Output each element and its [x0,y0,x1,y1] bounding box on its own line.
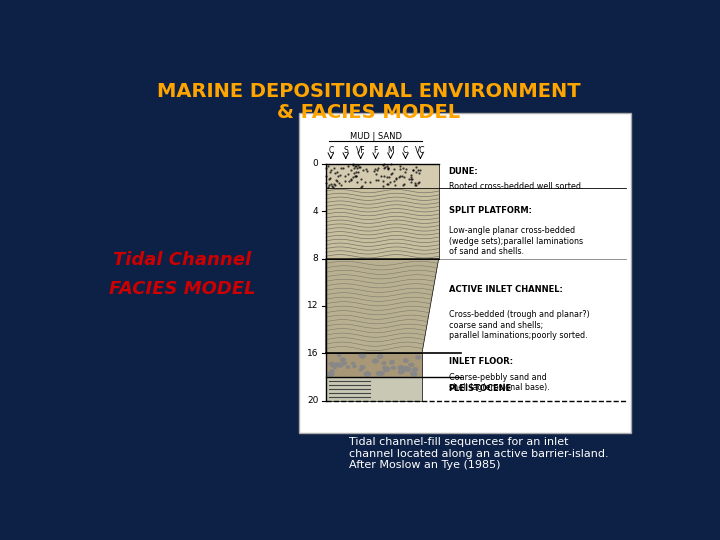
Text: C: C [403,146,408,155]
Circle shape [403,367,409,371]
Text: 4: 4 [313,207,318,215]
Text: 20: 20 [307,396,318,405]
Circle shape [334,362,341,367]
Text: MARINE DEPOSITIONAL ENVIRONMENT: MARINE DEPOSITIONAL ENVIRONMENT [157,82,581,102]
Text: DUNE:: DUNE: [449,167,478,176]
Circle shape [382,366,390,372]
Circle shape [341,361,347,366]
Text: VC: VC [415,146,426,155]
Circle shape [403,359,409,363]
Circle shape [377,354,384,359]
Text: Tidal Channel: Tidal Channel [113,251,251,269]
Text: 0: 0 [312,159,318,168]
Circle shape [376,371,382,376]
Circle shape [398,368,405,374]
Text: INLET FLOOR:: INLET FLOOR: [449,356,513,366]
Circle shape [398,370,403,375]
Text: Low-angle planar cross-bedded
(wedge sets);parallel laminations
of sand and shel: Low-angle planar cross-bedded (wedge set… [449,226,582,256]
Circle shape [405,367,411,372]
Circle shape [337,354,341,357]
Circle shape [329,362,335,366]
Text: VF: VF [356,146,366,155]
Text: SPLIT PLATFORM:: SPLIT PLATFORM: [449,206,531,215]
Text: FACIES MODEL: FACIES MODEL [109,280,256,298]
Polygon shape [326,164,438,187]
Polygon shape [326,353,422,377]
Text: 8: 8 [312,254,318,263]
Circle shape [382,361,387,365]
Circle shape [346,366,351,369]
Text: PLEISTOCENE: PLEISTOCENE [449,384,512,394]
Circle shape [359,365,366,369]
Text: Cross-bedded (trough and planar?)
coarse sand and shells;
parallel laminations;p: Cross-bedded (trough and planar?) coarse… [449,310,590,340]
Circle shape [359,354,366,359]
Text: M: M [387,146,394,155]
Circle shape [410,371,418,376]
Circle shape [403,359,408,363]
Circle shape [415,355,421,360]
Text: F: F [374,146,378,155]
Circle shape [328,371,335,377]
Circle shape [333,366,337,369]
Circle shape [379,371,385,376]
Bar [300,113,631,433]
Circle shape [389,361,394,365]
Circle shape [382,366,387,369]
Circle shape [329,369,335,373]
Circle shape [330,363,336,368]
Text: S: S [343,146,348,155]
Text: Rooted cross-bedded well sorted.: Rooted cross-bedded well sorted. [449,182,583,191]
Circle shape [352,364,357,368]
Text: & FACIES MODEL: & FACIES MODEL [277,103,461,122]
Text: Tidal channel-fill sequences for an inlet
channel located along an active barrie: Tidal channel-fill sequences for an inle… [349,437,608,470]
Text: MUD | SAND: MUD | SAND [350,132,402,141]
Circle shape [390,360,395,364]
Circle shape [364,371,372,377]
Circle shape [404,366,409,370]
Circle shape [397,365,405,370]
Circle shape [359,352,366,357]
Polygon shape [326,377,422,401]
Circle shape [359,368,363,372]
Circle shape [351,362,356,365]
Text: 16: 16 [307,349,318,358]
Text: 12: 12 [307,301,318,310]
Polygon shape [326,259,438,353]
Circle shape [372,359,379,364]
Polygon shape [326,187,438,259]
Circle shape [391,366,396,370]
Text: Coarse-pebbly sand and
shell lag(erosional base).: Coarse-pebbly sand and shell lag(erosion… [449,373,549,392]
Circle shape [336,362,343,368]
Circle shape [408,362,415,367]
Text: C: C [328,146,333,155]
Text: ACTIVE INLET CHANNEL:: ACTIVE INLET CHANNEL: [449,285,562,294]
Circle shape [412,367,418,372]
Circle shape [340,357,346,362]
